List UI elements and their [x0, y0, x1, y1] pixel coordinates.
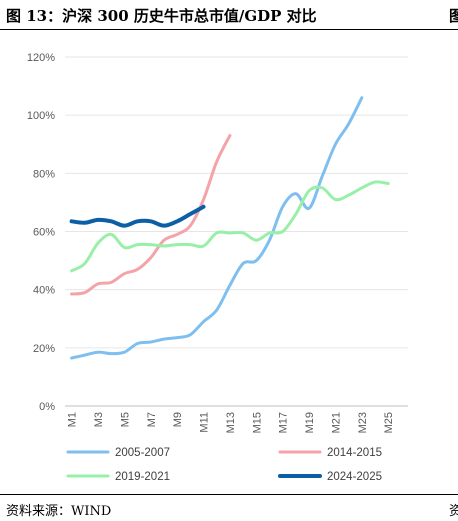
x-tick-label: M15	[251, 412, 263, 433]
series-line-2024-2025	[69, 204, 206, 228]
x-tick-label: M21	[330, 412, 342, 433]
y-tick-label: 80%	[33, 168, 55, 180]
title-bar: 图 13：沪深 300 历史牛市总市值/GDP 对比 图	[0, 0, 458, 30]
source-note: 资料来源：WIND	[6, 504, 112, 519]
x-tick-label: M25	[383, 412, 395, 433]
x-tick-label: M17	[278, 412, 290, 433]
figure-title: 图 13：沪深 300 历史牛市总市值/GDP 对比	[6, 7, 317, 25]
y-tick-label: 40%	[33, 285, 55, 297]
line-chart: 0%20%40%60%80%100%120% M1 M3 M5 M7 M9 M11 M13 M…	[27, 52, 408, 483]
legend-label-2005-2007: 2005-2007	[115, 447, 170, 459]
x-tick-label: M19	[304, 412, 316, 433]
y-tick-label: 100%	[27, 110, 55, 122]
x-tick-label: M7	[146, 412, 158, 427]
legend: 2005-2007 2014-2015 2019-2021 2024-2025	[66, 447, 382, 483]
adjacent-source-fragment: 资	[449, 504, 458, 519]
y-axis-tick-labels: 0% 20% 40% 60% 80% 100% 120%	[27, 52, 55, 413]
y-tick-label: 0%	[39, 401, 55, 413]
series-line-2005-2007	[70, 96, 364, 360]
y-tick-label: 120%	[27, 52, 55, 64]
source-footer: 资料来源：WIND 资	[0, 494, 458, 521]
legend-label-2024-2025: 2024-2025	[327, 471, 382, 483]
gridlines	[65, 56, 408, 407]
x-tick-label: M11	[199, 412, 211, 433]
x-tick-label: M9	[172, 412, 184, 427]
legend-label-2014-2015: 2014-2015	[327, 447, 382, 459]
x-tick-label: M23	[357, 412, 369, 433]
x-tick-label: M5	[119, 412, 131, 427]
y-tick-label: 60%	[33, 227, 55, 239]
adjacent-figure-title-fragment: 图	[449, 7, 458, 25]
x-tick-label: M1	[67, 412, 79, 427]
x-tick-label: M13	[225, 412, 237, 433]
y-tick-label: 20%	[33, 343, 55, 355]
series-lines	[69, 96, 390, 360]
series-line-2014-2015	[70, 134, 232, 296]
series-line-2019-2021	[70, 180, 390, 273]
x-tick-label: M3	[93, 412, 105, 427]
legend-label-2019-2021: 2019-2021	[115, 471, 170, 483]
x-axis-tick-labels: M1 M3 M5 M7 M9 M11 M13 M15 M17 M19 M21 M23 M25	[67, 412, 396, 433]
